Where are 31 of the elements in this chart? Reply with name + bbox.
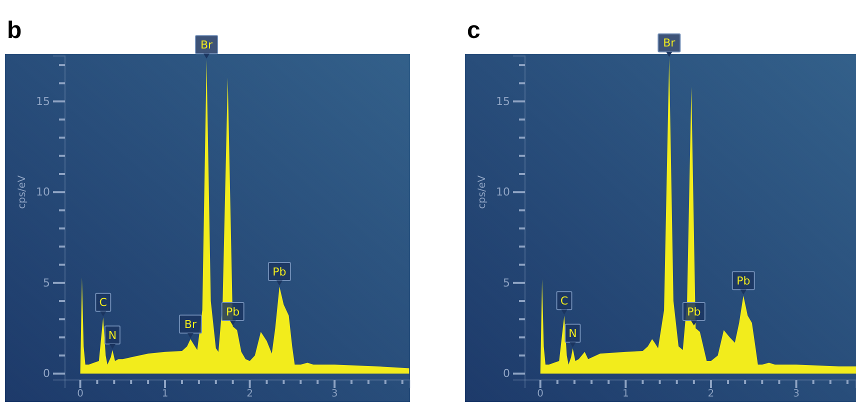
annotation: Br	[200, 38, 214, 52]
annotation: Pb	[272, 265, 286, 278]
x-tick-label: 0	[537, 388, 544, 400]
x-tick-label: 1	[162, 388, 168, 400]
annotation: N	[108, 328, 117, 342]
annotation: Pb	[226, 305, 240, 318]
x-tick-label: 3	[793, 388, 800, 400]
y-tick-label: 5	[43, 276, 50, 290]
chart-title: b	[7, 17, 22, 44]
x-tick-label: 0	[77, 388, 84, 400]
x-tick-label: 3	[331, 388, 338, 400]
y-tick-label: 0	[503, 367, 510, 380]
x-tick-label: 2	[246, 388, 253, 400]
y-axis-title: cps/eV	[477, 175, 488, 209]
y-tick-label: 5	[503, 276, 510, 290]
y-tick-label: 0	[43, 367, 50, 380]
annotation: C	[560, 294, 568, 308]
y-tick-label: 10	[36, 186, 50, 199]
annotation: Pb	[736, 274, 750, 288]
annotation: Pb	[687, 305, 701, 318]
annotation: C	[99, 296, 108, 310]
y-tick-label: 15	[496, 94, 510, 108]
annotation: Br	[663, 36, 676, 50]
annotation: Br	[184, 318, 197, 332]
x-tick-label: 2	[708, 388, 714, 400]
x-tick-label: 1	[622, 388, 629, 400]
chart-title: c	[467, 17, 480, 44]
y-axis-title: cps/eV	[17, 175, 28, 209]
y-tick-label: 10	[496, 186, 510, 199]
y-tick-label: 15	[36, 94, 50, 108]
annotation: N	[568, 327, 577, 340]
